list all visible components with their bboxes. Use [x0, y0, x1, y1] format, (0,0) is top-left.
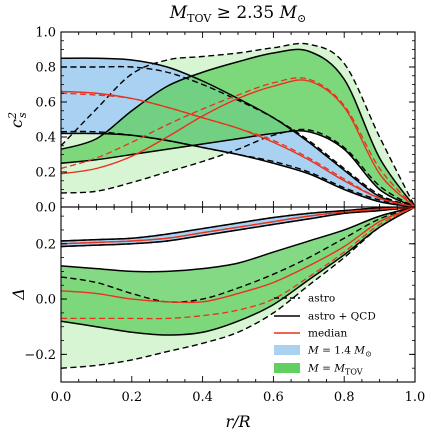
legend-swatch-mtov — [274, 363, 300, 373]
y-axis-label-bottom: Δ — [9, 288, 28, 301]
xtick-label: 0.6 — [263, 390, 284, 405]
median-qcd-line-1 — [61, 207, 415, 304]
qcd-upper-line-0 — [61, 207, 415, 242]
legend-label-4: M = MTOV — [307, 363, 363, 377]
x-axis-label: r/R — [225, 412, 250, 431]
qcd-lower-line-0 — [61, 207, 415, 248]
chart-title: MTOV ≥ 2.35 M⊙ — [169, 3, 306, 25]
qcd-lower-line-1 — [61, 207, 415, 336]
astro-upper-line-1 — [61, 207, 415, 303]
ytick-label: −0.2 — [24, 348, 56, 363]
xtick-label: 0.0 — [51, 390, 72, 405]
ytick-label: 0.0 — [35, 293, 56, 308]
ytick-label: 0.4 — [35, 131, 56, 146]
panel-sound-speed — [61, 42, 415, 207]
axes: 0.0 0.2 0.4 0.6 0.8 1.0 −0.2 0.0 0.2 0.0 0.2 0.4 0.6… — [6, 26, 425, 432]
y-axis-label-top: c2s — [6, 112, 29, 128]
ytick-label: 0.8 — [35, 61, 56, 76]
qcd-upper-line-1 — [61, 207, 415, 273]
xtick-label: 0.4 — [192, 390, 213, 405]
ytick-label: 0.6 — [35, 96, 56, 111]
xtick-label: 0.8 — [334, 390, 355, 405]
xtick-label: 0.2 — [121, 390, 142, 405]
legend-label-0: astro — [308, 293, 335, 305]
median-qcd-line-1 — [61, 79, 415, 207]
astro-upper-line-1 — [61, 42, 415, 207]
ytick-label: 1.0 — [35, 26, 56, 41]
legend-label-3: M = 1.4 M⊙ — [307, 345, 372, 359]
legend-swatch-m14 — [274, 345, 300, 355]
astro-upper-line-0 — [61, 65, 415, 207]
xtick-label: 1.0 — [405, 390, 426, 405]
qcd-lower-line-0 — [61, 132, 415, 207]
panel-delta — [61, 207, 415, 369]
legend: astro astro + QCD median M = 1.4 M⊙ M = MTOV — [274, 293, 376, 377]
qcd-lower-line-1 — [61, 130, 415, 207]
median-qcd-line-0 — [61, 90, 415, 207]
astro-lower-line-1 — [61, 207, 415, 369]
ytick-label: 0.2 — [35, 237, 56, 252]
ytick-label: 0.2 — [35, 166, 56, 181]
ytick-label: 0.0 — [35, 201, 56, 216]
legend-label-2: median — [308, 328, 348, 340]
astro-lower-line-1 — [61, 128, 415, 207]
median-astro-line-1 — [61, 207, 415, 320]
median-qcd-line-0 — [61, 207, 415, 245]
band-mtov-qcd — [61, 207, 415, 335]
median-astro-line-1 — [61, 77, 415, 207]
qcd-upper-line-1 — [61, 48, 415, 207]
legend-label-1: astro + QCD — [308, 311, 376, 323]
